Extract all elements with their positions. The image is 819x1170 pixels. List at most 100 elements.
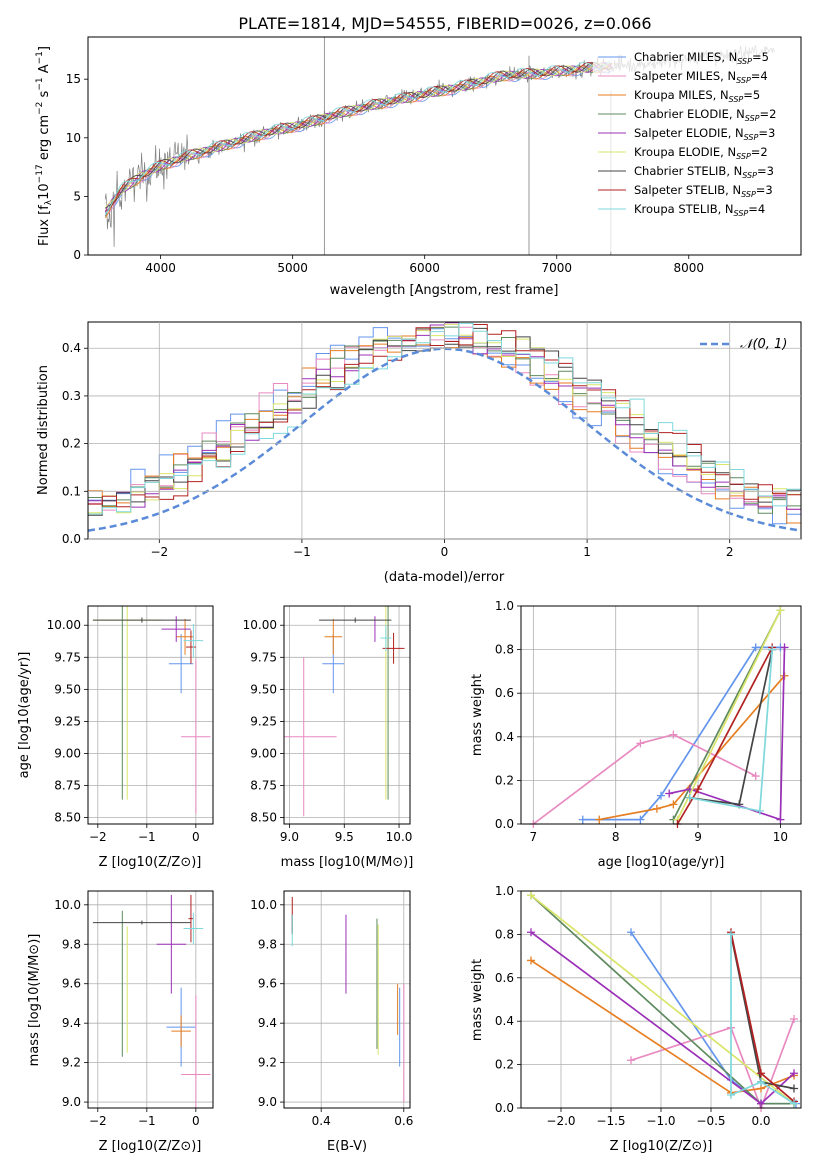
weight-age-point: [636, 815, 645, 824]
weight-age-point: [669, 800, 678, 809]
mass-z-x-tick-label: −1: [138, 1114, 156, 1128]
weight-age-point: [578, 815, 587, 824]
residual-y-tick-label: 0.3: [62, 389, 81, 403]
weight-z-x-tick-label: −0.5: [696, 1114, 725, 1128]
weight-z-series-line: [730, 932, 795, 1103]
residual-legend: 𝒩(0, 1): [700, 337, 787, 352]
age-mass-y-tick-label: 8.75: [250, 779, 277, 793]
mass-ebv-y-tick-label: 9.4: [258, 1016, 277, 1030]
weight-age-y-label: mass weight: [470, 674, 485, 756]
weight-age-y-tick-label: 0.0: [495, 817, 514, 831]
model-spectrum-line: [104, 62, 613, 217]
residual-y-tick-label: 0.4: [62, 341, 81, 355]
legend-entry: Kroupa MILES, NSSP=5: [634, 88, 760, 104]
legend-entry: Chabrier ELODIE, NSSP=2: [634, 107, 776, 123]
weight-z-series-line: [530, 894, 795, 1105]
weight-age-point: [776, 606, 785, 615]
weight-age-point: [751, 772, 760, 781]
weight-z-point: [790, 1099, 798, 1108]
age-mass-y-tick-label: 9.25: [250, 714, 277, 728]
weight-age-point: [652, 804, 661, 813]
spectrum-panel: 4000 5000 6000 7000 8000 0 5 10 15 Chabrier MILE…: [35, 36, 802, 298]
weight-age-y-tick-label: 0.8: [495, 643, 514, 657]
weight-z-point: [757, 1077, 765, 1086]
model-spectrum-line: [104, 65, 613, 214]
age-z-x-tick-label: 0: [192, 830, 200, 844]
mass-z-x-label: Z [log10(Z/Z⊙)]: [99, 1139, 202, 1154]
age-mass-x-label: mass [log10(M/M⊙)]: [281, 855, 414, 870]
spectrum-legend: Chabrier MILES, NSSP=5 Salpeter MILES, NS…: [593, 45, 799, 252]
weight-z-point: [790, 1069, 798, 1078]
residual-x-label: (data-model)/error: [384, 570, 505, 585]
mass-ebv-x-tick-label: 0.6: [394, 1114, 413, 1128]
mass-ebv-y-tick-label: 9.0: [258, 1095, 277, 1109]
age-vs-mass-panel: 9.0 9.5 10.0 8.50 8.75 9.00 9.25 9.50 9.75 10.00 m…: [243, 605, 414, 870]
mass-z-y-tick-label: 9.0: [62, 1095, 81, 1109]
weight-z-point: [527, 956, 535, 965]
weight-age-x-label: age [log10(age/yr)]: [598, 855, 725, 870]
weight-age-x-tick-label: 10: [773, 830, 788, 844]
mass-z-y-tick-label: 10.0: [54, 898, 81, 912]
age-mass-x-tick-label: 9.5: [335, 830, 354, 844]
age-mass-y-tick-label: 9.50: [250, 682, 277, 696]
weight-z-x-label: Z [log10(Z/Z⊙)]: [610, 1139, 713, 1154]
model-spectrum-line: [104, 62, 613, 209]
spectrum-x-tick-label: 4000: [145, 261, 176, 275]
age-z-x-label: Z [log10(Z/Z⊙)]: [99, 855, 202, 870]
normal-legend-label: 𝒩(0, 1): [740, 337, 787, 352]
age-mass-y-tick-label: 8.50: [250, 811, 277, 825]
mass-vs-metallicity-panel: −2 −1 0 9.0 9.2 9.4 9.6 9.8 10.0 Z [log10(Z/Z⊙)] m…: [27, 890, 214, 1154]
mass-ebv-y-tick-label: 9.6: [258, 977, 277, 991]
weight-z-point: [627, 928, 635, 937]
weight-age-x-tick-label: 7: [530, 830, 538, 844]
weight-z-y-tick-label: 0.4: [495, 1014, 514, 1028]
weight-age-y-tick-label: 0.6: [495, 686, 514, 700]
weight-age-x-tick-label: 9: [694, 830, 702, 844]
mass-ebv-x-tick-label: 0.4: [312, 1114, 331, 1128]
age-z-y-tick-label: 8.50: [54, 811, 81, 825]
spectrum-x-tick-label: 6000: [409, 261, 440, 275]
mass-ebv-y-tick-label: 10.0: [250, 898, 277, 912]
weight-age-point: [755, 806, 764, 815]
weight-z-y-tick-label: 0.0: [495, 1101, 514, 1115]
residual-x-tick-label: 2: [726, 545, 734, 559]
mass-z-y-tick-label: 9.2: [62, 1056, 81, 1070]
mass-z-x-tick-label: 0: [192, 1114, 200, 1128]
weight-age-y-tick-label: 0.4: [495, 730, 514, 744]
weight-z-series-line: [730, 934, 795, 1090]
residual-panel: −2 −1 0 1 2 0.0 0.1 0.2 0.3 0.4 𝒩(0, 1) (data-mod…: [36, 321, 802, 585]
spectrum-y-tick-label: 10: [66, 131, 81, 145]
residual-y-label: Normed distribution: [36, 365, 51, 495]
spectrum-y-tick-label: 15: [66, 72, 81, 86]
weight-age-point: [657, 791, 665, 800]
model-spectrum-line: [104, 62, 613, 219]
residual-y-tick-label: 0.1: [62, 484, 81, 498]
weight-age-point: [776, 815, 785, 824]
residual-x-tick-label: −1: [293, 545, 311, 559]
residual-x-tick-label: 1: [583, 545, 591, 559]
residual-x-tick-label: 0: [441, 545, 449, 559]
weight-age-x-tick-label: 8: [612, 830, 620, 844]
spectrum-x-label: wavelength [Angstrom, rest frame]: [330, 283, 559, 298]
model-spectrum-line: [104, 62, 613, 213]
weight-age-series-line: [599, 675, 786, 821]
age-mass-y-tick-label: 9.00: [250, 746, 277, 760]
weight-z-point: [757, 1099, 765, 1108]
spectrum-x-tick-label: 7000: [541, 261, 572, 275]
weight-z-series-line: [730, 934, 795, 1105]
weight-age-point: [685, 793, 694, 802]
age-mass-y-tick-label: 9.75: [250, 650, 277, 664]
mass-z-y-tick-label: 9.6: [62, 977, 81, 991]
weight-z-point: [527, 928, 535, 937]
model-spectrum-line: [104, 65, 613, 217]
age-z-y-tick-label: 9.25: [54, 714, 81, 728]
weight-z-y-tick-label: 1.0: [495, 884, 514, 898]
weight-age-y-tick-label: 0.2: [495, 773, 514, 787]
mass-z-x-tick-label: −2: [89, 1114, 107, 1128]
weight-age-point: [669, 730, 678, 739]
legend-entry: Chabrier MILES, NSSP=5: [634, 50, 769, 66]
age-mass-y-tick-label: 10.00: [243, 618, 277, 632]
weight-z-point: [790, 1084, 798, 1093]
age-z-x-tick-label: −2: [89, 830, 107, 844]
